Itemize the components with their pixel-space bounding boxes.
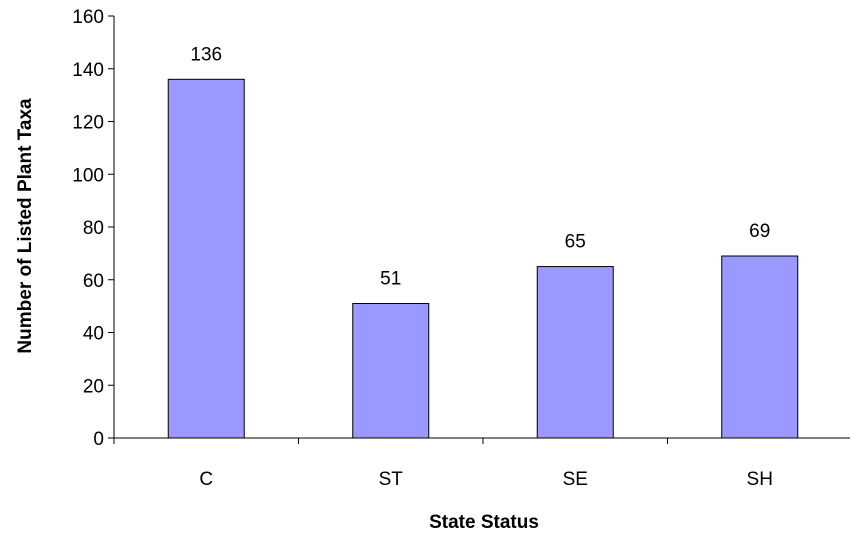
- y-axis: 0 20 40 60 80 100 120 140 160: [72, 7, 115, 450]
- data-labels: 136 51 65 69: [190, 44, 770, 289]
- y-tick-label: 40: [83, 324, 104, 345]
- y-tick-label: 20: [83, 376, 104, 397]
- bars: [167, 78, 799, 439]
- y-tick-label: 0: [93, 429, 104, 450]
- bar-se: [536, 266, 614, 439]
- y-tick-label: 160: [72, 7, 104, 28]
- data-label: 69: [749, 221, 770, 242]
- y-tick-label: 120: [72, 113, 104, 134]
- y-tick-label: 140: [72, 60, 104, 81]
- y-axis-title: Number of Listed Plant Taxa: [15, 98, 36, 354]
- bar-sh: [721, 255, 799, 439]
- data-label: 65: [565, 232, 586, 253]
- x-axis-title: State Status: [429, 512, 539, 533]
- bar-st: [352, 302, 430, 439]
- data-label: 51: [380, 268, 401, 289]
- bar-c: [167, 78, 245, 439]
- x-tick-label: SH: [747, 469, 773, 490]
- data-label: 136: [190, 44, 222, 65]
- y-tick-label: 60: [83, 271, 104, 292]
- x-tick-label: SE: [563, 469, 588, 490]
- x-tick-label: C: [199, 469, 213, 490]
- x-axis: C ST SE SH: [113, 437, 850, 490]
- x-tick-label: ST: [379, 469, 404, 490]
- y-tick-label: 100: [72, 165, 104, 186]
- y-tick-label: 80: [83, 218, 104, 239]
